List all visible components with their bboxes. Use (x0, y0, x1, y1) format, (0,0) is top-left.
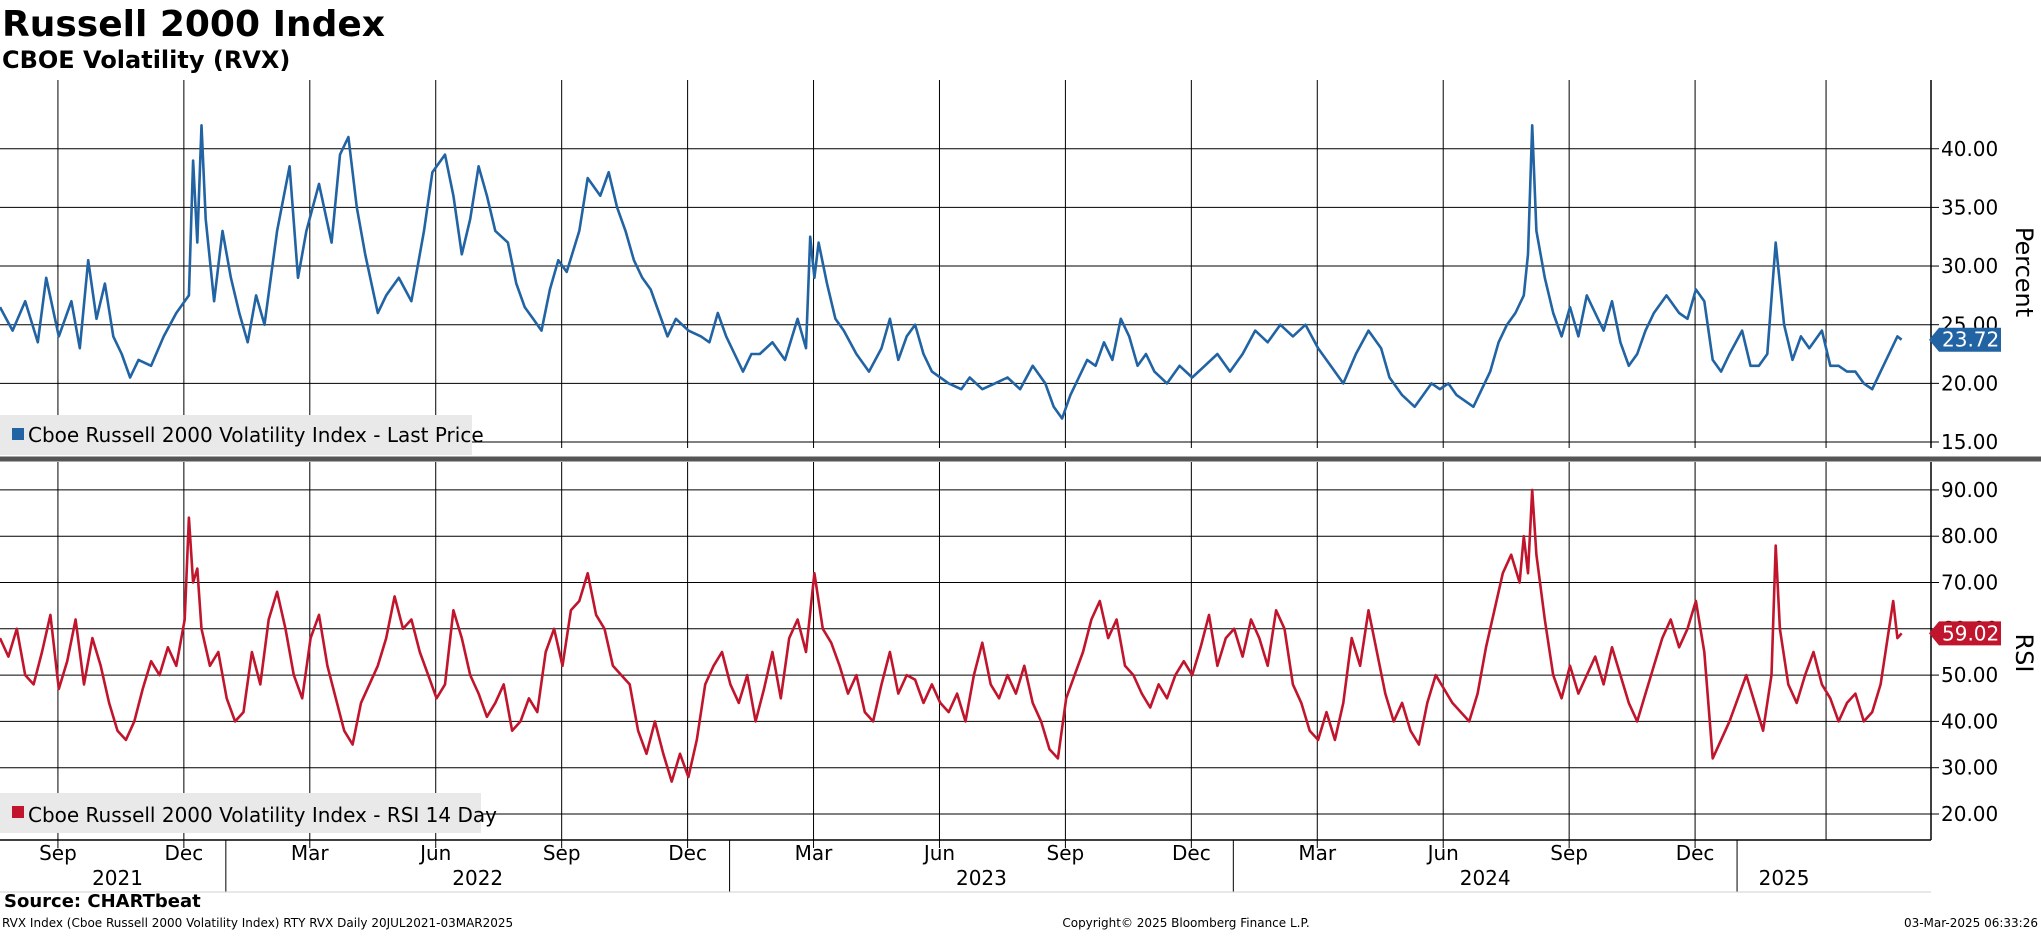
x-month-label: Dec (668, 841, 707, 865)
bottom-legend-bg (0, 793, 481, 833)
series-layer (0, 124, 1903, 783)
bottom-last-value-label: 59.02 (1942, 621, 1999, 645)
bottom-legend: Cboe Russell 2000 Volatility Index - RSI… (0, 793, 497, 833)
x-month-label: Jun (418, 841, 451, 865)
x-year-label: 2021 (92, 866, 143, 890)
x-year-label: 2025 (1759, 866, 1810, 890)
top-y-tick-label: 20.00 (1941, 371, 1998, 395)
footer-timestamp: 03-Mar-2025 06:33:26 (1904, 916, 2038, 930)
bottom-y-tick-label: 50.00 (1941, 663, 1998, 687)
chart-title: Russell 2000 Index (2, 4, 385, 45)
axis-layer: 15.0020.0025.0030.0035.0040.0023.7220.00… (0, 80, 2041, 893)
x-month-label: Sep (543, 841, 581, 865)
x-month-label: Sep (1047, 841, 1085, 865)
x-year-label: 2023 (956, 866, 1007, 890)
bottom-y-tick-label: 80.00 (1941, 524, 1998, 548)
x-month-label: Dec (1676, 841, 1715, 865)
top-legend-swatch (12, 428, 24, 440)
top-y-tick-label: 40.00 (1941, 137, 1998, 161)
chart-subtitle: CBOE Volatility (RVX) (2, 46, 290, 74)
top-y-tick-label: 35.00 (1941, 195, 1998, 219)
x-month-label: Mar (291, 841, 330, 865)
bottom-last-value-badge (1929, 621, 2001, 646)
x-month-label: Jun (922, 841, 955, 865)
top-y-tick-label: 30.00 (1941, 254, 1998, 278)
top-legend: Cboe Russell 2000 Volatility Index - Las… (0, 415, 484, 455)
bottom-y-axis-title: RSI (2010, 634, 2038, 673)
bottom-series-line (0, 488, 1903, 783)
footer-left: RVX Index (Cboe Russell 2000 Volatility … (2, 916, 513, 930)
x-year-label: 2022 (452, 866, 503, 890)
x-month-label: Mar (1298, 841, 1337, 865)
x-month-label: Dec (1172, 841, 1211, 865)
x-month-label: Mar (795, 841, 834, 865)
top-y-axis-title: Percent (2010, 227, 2038, 317)
x-year-label: 2024 (1460, 866, 1511, 890)
bottom-legend-label: Cboe Russell 2000 Volatility Index - RSI… (28, 803, 497, 827)
source-note: Source: CHARTbeat (4, 891, 201, 912)
x-month-label: Jun (1426, 841, 1459, 865)
top-last-value-badge (1929, 327, 2001, 352)
top-last-value-label: 23.72 (1942, 328, 1999, 352)
top-series-line (0, 124, 1903, 420)
x-month-label: Sep (1550, 841, 1588, 865)
top-legend-bg (0, 415, 472, 455)
x-month-label: Sep (39, 841, 77, 865)
footer-copyright: Copyright© 2025 Bloomberg Finance L.P. (1062, 916, 1309, 930)
bottom-y-tick-label: 20.00 (1941, 802, 1998, 826)
bottom-legend-swatch (12, 806, 24, 818)
top-y-tick-label: 15.00 (1941, 430, 1998, 454)
x-month-label: Dec (165, 841, 204, 865)
bottom-y-tick-label: 40.00 (1941, 709, 1998, 733)
top-legend-label: Cboe Russell 2000 Volatility Index - Las… (28, 423, 484, 447)
bottom-y-tick-label: 30.00 (1941, 756, 1998, 780)
bottom-y-tick-label: 70.00 (1941, 571, 1998, 595)
bottom-y-tick-label: 90.00 (1941, 478, 1998, 502)
